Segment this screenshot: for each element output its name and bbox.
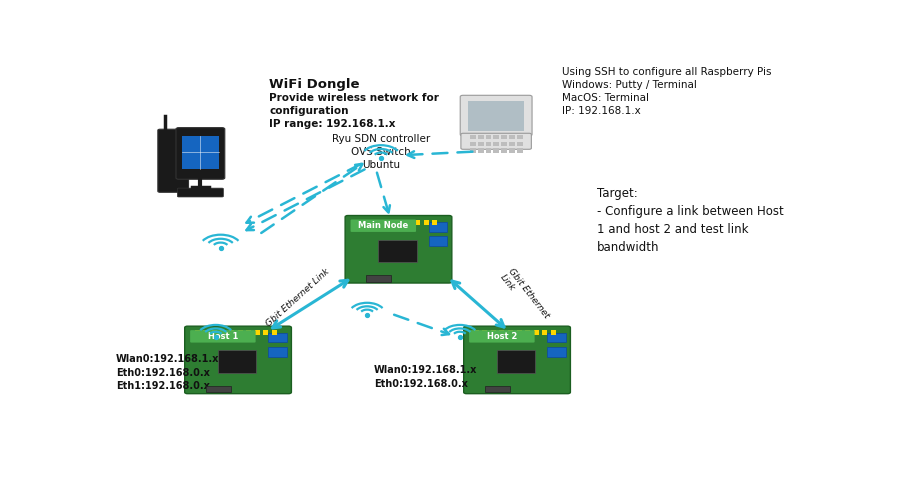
FancyBboxPatch shape: [493, 135, 500, 139]
FancyBboxPatch shape: [468, 101, 524, 131]
FancyBboxPatch shape: [378, 240, 417, 262]
FancyBboxPatch shape: [473, 330, 479, 335]
Text: Gbit Ethernet Link: Gbit Ethernet Link: [264, 267, 331, 329]
FancyBboxPatch shape: [547, 333, 565, 342]
FancyBboxPatch shape: [364, 219, 369, 225]
FancyBboxPatch shape: [517, 330, 522, 335]
FancyBboxPatch shape: [493, 148, 500, 153]
FancyBboxPatch shape: [508, 330, 513, 335]
FancyBboxPatch shape: [478, 142, 483, 146]
FancyBboxPatch shape: [482, 330, 487, 335]
FancyBboxPatch shape: [485, 135, 491, 139]
FancyBboxPatch shape: [246, 330, 251, 335]
FancyBboxPatch shape: [460, 95, 532, 136]
FancyBboxPatch shape: [501, 148, 508, 153]
FancyBboxPatch shape: [461, 133, 531, 149]
FancyBboxPatch shape: [501, 135, 508, 139]
FancyBboxPatch shape: [268, 347, 286, 357]
FancyBboxPatch shape: [547, 347, 565, 357]
FancyBboxPatch shape: [255, 330, 260, 335]
FancyBboxPatch shape: [229, 330, 234, 335]
Text: Ryu SDN controller
OVS Switch
Ubuntu: Ryu SDN controller OVS Switch Ubuntu: [332, 134, 430, 170]
FancyBboxPatch shape: [238, 330, 243, 335]
FancyBboxPatch shape: [177, 188, 223, 197]
FancyBboxPatch shape: [501, 142, 508, 146]
FancyBboxPatch shape: [518, 148, 523, 153]
FancyBboxPatch shape: [415, 219, 420, 225]
FancyBboxPatch shape: [390, 219, 394, 225]
Text: Main Node: Main Node: [358, 221, 409, 230]
FancyBboxPatch shape: [470, 142, 475, 146]
FancyBboxPatch shape: [500, 330, 504, 335]
FancyBboxPatch shape: [373, 219, 377, 225]
FancyBboxPatch shape: [491, 330, 496, 335]
FancyBboxPatch shape: [264, 330, 268, 335]
FancyBboxPatch shape: [407, 219, 411, 225]
FancyBboxPatch shape: [485, 386, 510, 392]
FancyBboxPatch shape: [428, 222, 447, 232]
FancyBboxPatch shape: [381, 219, 386, 225]
FancyBboxPatch shape: [398, 219, 403, 225]
Text: Wlan0:192.168.1.x
Eth0:192.168.0.x
Eth1:192.168.0.x: Wlan0:192.168.1.x Eth0:192.168.0.x Eth1:…: [116, 354, 220, 391]
FancyBboxPatch shape: [534, 330, 539, 335]
FancyBboxPatch shape: [203, 330, 208, 335]
FancyBboxPatch shape: [184, 326, 292, 394]
FancyBboxPatch shape: [509, 148, 516, 153]
FancyBboxPatch shape: [470, 135, 475, 139]
FancyBboxPatch shape: [194, 330, 200, 335]
Text: Provide wireless network for
configuration
IP range: 192.168.1.x: Provide wireless network for configurati…: [269, 92, 439, 129]
FancyBboxPatch shape: [212, 330, 217, 335]
FancyBboxPatch shape: [206, 386, 231, 392]
FancyBboxPatch shape: [509, 142, 516, 146]
Text: Host 1: Host 1: [208, 332, 238, 341]
FancyBboxPatch shape: [543, 330, 547, 335]
FancyBboxPatch shape: [182, 136, 219, 169]
FancyBboxPatch shape: [497, 350, 536, 373]
FancyBboxPatch shape: [470, 148, 475, 153]
FancyBboxPatch shape: [469, 330, 535, 342]
FancyBboxPatch shape: [428, 236, 447, 246]
FancyBboxPatch shape: [355, 219, 360, 225]
FancyBboxPatch shape: [158, 129, 188, 192]
FancyBboxPatch shape: [268, 333, 286, 342]
FancyBboxPatch shape: [218, 350, 256, 373]
Text: Wlan0:192.168.1.x
Eth0:192.168.0.x: Wlan0:192.168.1.x Eth0:192.168.0.x: [374, 365, 477, 388]
FancyBboxPatch shape: [424, 219, 428, 225]
FancyBboxPatch shape: [366, 275, 392, 282]
Text: Target:
- Configure a link between Host
1 and host 2 and test link
bandwidth: Target: - Configure a link between Host …: [598, 187, 784, 253]
FancyBboxPatch shape: [345, 216, 452, 283]
FancyBboxPatch shape: [478, 148, 483, 153]
FancyBboxPatch shape: [485, 142, 491, 146]
FancyBboxPatch shape: [190, 330, 256, 342]
FancyBboxPatch shape: [351, 219, 416, 232]
FancyBboxPatch shape: [493, 142, 500, 146]
FancyBboxPatch shape: [551, 330, 556, 335]
FancyBboxPatch shape: [432, 219, 437, 225]
FancyBboxPatch shape: [220, 330, 225, 335]
Text: WiFi Dongle: WiFi Dongle: [269, 78, 360, 91]
FancyBboxPatch shape: [525, 330, 530, 335]
FancyBboxPatch shape: [518, 135, 523, 139]
FancyBboxPatch shape: [176, 127, 225, 179]
Text: Gbit Ethernet
Link: Gbit Ethernet Link: [499, 267, 551, 326]
FancyBboxPatch shape: [272, 330, 277, 335]
FancyBboxPatch shape: [478, 135, 483, 139]
FancyBboxPatch shape: [485, 148, 491, 153]
Text: Using SSH to configure all Raspberry Pis
Windows: Putty / Terminal
MacOS: Termin: Using SSH to configure all Raspberry Pis…: [562, 67, 772, 116]
FancyBboxPatch shape: [509, 135, 516, 139]
Text: Host 2: Host 2: [487, 332, 518, 341]
FancyBboxPatch shape: [518, 142, 523, 146]
FancyBboxPatch shape: [464, 326, 571, 394]
